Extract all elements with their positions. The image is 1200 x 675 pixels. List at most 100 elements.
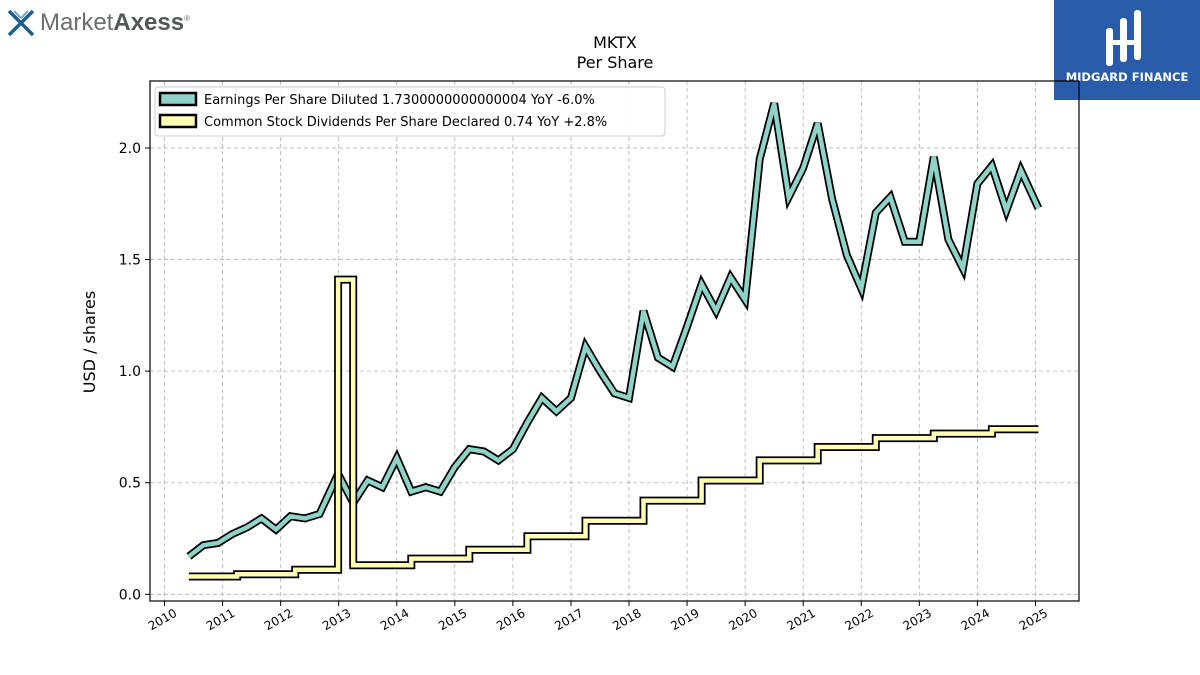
x-mark-icon [7,9,35,37]
y-tick-label: 2.0 [119,141,141,157]
data-point [570,535,572,538]
data-point [541,397,543,399]
data-point [497,459,500,462]
x-tick-label: 2020 [726,606,759,633]
x-tick-label: 2014 [378,606,411,633]
data-point [933,156,935,158]
x-tick-label: 2013 [320,606,353,633]
data-point [526,421,529,424]
x-tick-label: 2017 [552,606,585,633]
data-point [584,519,587,522]
dividends-line-outline [188,275,1039,581]
data-point [318,513,321,515]
data-point [294,569,297,571]
data-point [744,479,746,482]
dividends-line [188,277,1039,579]
marketaxess-logo: MarketAxess® [6,6,190,40]
data-point [802,459,804,462]
data-point [260,517,263,520]
data-point [1037,207,1040,209]
data-point [202,544,205,546]
legend: Earnings Per Share Diluted 1.73000000000… [154,86,666,137]
data-point [570,397,572,399]
legend-label-eps: Earnings Per Share Diluted 1.73000000000… [204,93,595,108]
x-tick-label: 2022 [843,606,876,633]
data-point [381,486,384,489]
data-point [555,410,558,413]
y-tick-label: 0.0 [119,587,141,603]
x-tick-label: 2015 [436,606,469,633]
data-point [816,122,819,125]
eps-line [187,102,1041,559]
data-point [352,564,355,567]
data-point [642,499,645,502]
data-point [396,564,398,567]
data-point [236,573,238,575]
data-point [875,211,877,214]
logo-wordmark: MarketAxess® [40,9,190,37]
data-point [613,392,616,395]
data-point [860,287,863,290]
x-tick-label: 2012 [262,606,295,633]
data-point [231,533,234,535]
data-point [715,310,717,312]
data-point [188,555,190,558]
data-point [396,457,398,460]
data-point [526,535,529,538]
series-layer [186,102,1043,581]
data-point [410,490,413,493]
legend-box [154,86,666,137]
data-point [1037,428,1040,431]
data-point [221,575,224,578]
x-tick-label: 2011 [204,606,237,633]
x-tick-label: 2021 [784,606,817,633]
data-point [729,276,732,279]
y-axis-label: USD / shares [80,291,99,393]
data-point [468,548,471,551]
data-point [947,238,950,241]
axes: 2010 2011 2012 2013 2014 2015 2016 2017 2018 2019… [119,141,1050,633]
data-point [304,517,306,520]
data-point [599,370,601,372]
data-point [744,298,746,301]
data-point [991,428,993,431]
data-point [962,267,964,270]
data-point [425,486,427,489]
data-point [875,437,877,439]
x-tick-label: 2016 [494,606,527,633]
data-point [279,573,282,575]
chart-subtitle: Per Share [577,53,654,72]
data-point [773,102,775,105]
data-point [831,198,833,201]
data-point [366,479,369,482]
data-point [275,528,277,531]
data-point [686,325,688,328]
data-point [657,356,659,359]
data-point [976,432,979,435]
y-tick-label: 0.5 [119,476,141,492]
y-tick-label: 1.5 [119,253,141,269]
data-point [1020,169,1022,172]
data-point [686,499,688,502]
data-point [918,437,921,439]
data-point [758,158,761,160]
x-tick-label: 2024 [959,606,992,633]
x-tick-label: 2023 [901,606,934,633]
logo-registered-mark: ® [184,14,190,23]
data-point [1005,209,1008,212]
x-tick-label: 2010 [146,606,179,633]
eps-line-outline [186,102,1043,560]
legend-swatch-dividends [158,113,198,129]
data-point [816,446,819,448]
data-point [454,466,456,468]
plot-frame [149,80,1080,602]
data-point [700,479,703,482]
data-point [904,240,906,243]
data-point [758,459,761,462]
midgard-badge-name: MIDGARD FINANCE [1065,70,1189,84]
data-point [410,557,413,560]
chart-title: MKTX [593,33,637,52]
x-tick-label: 2018 [610,606,643,633]
data-point [889,196,892,198]
